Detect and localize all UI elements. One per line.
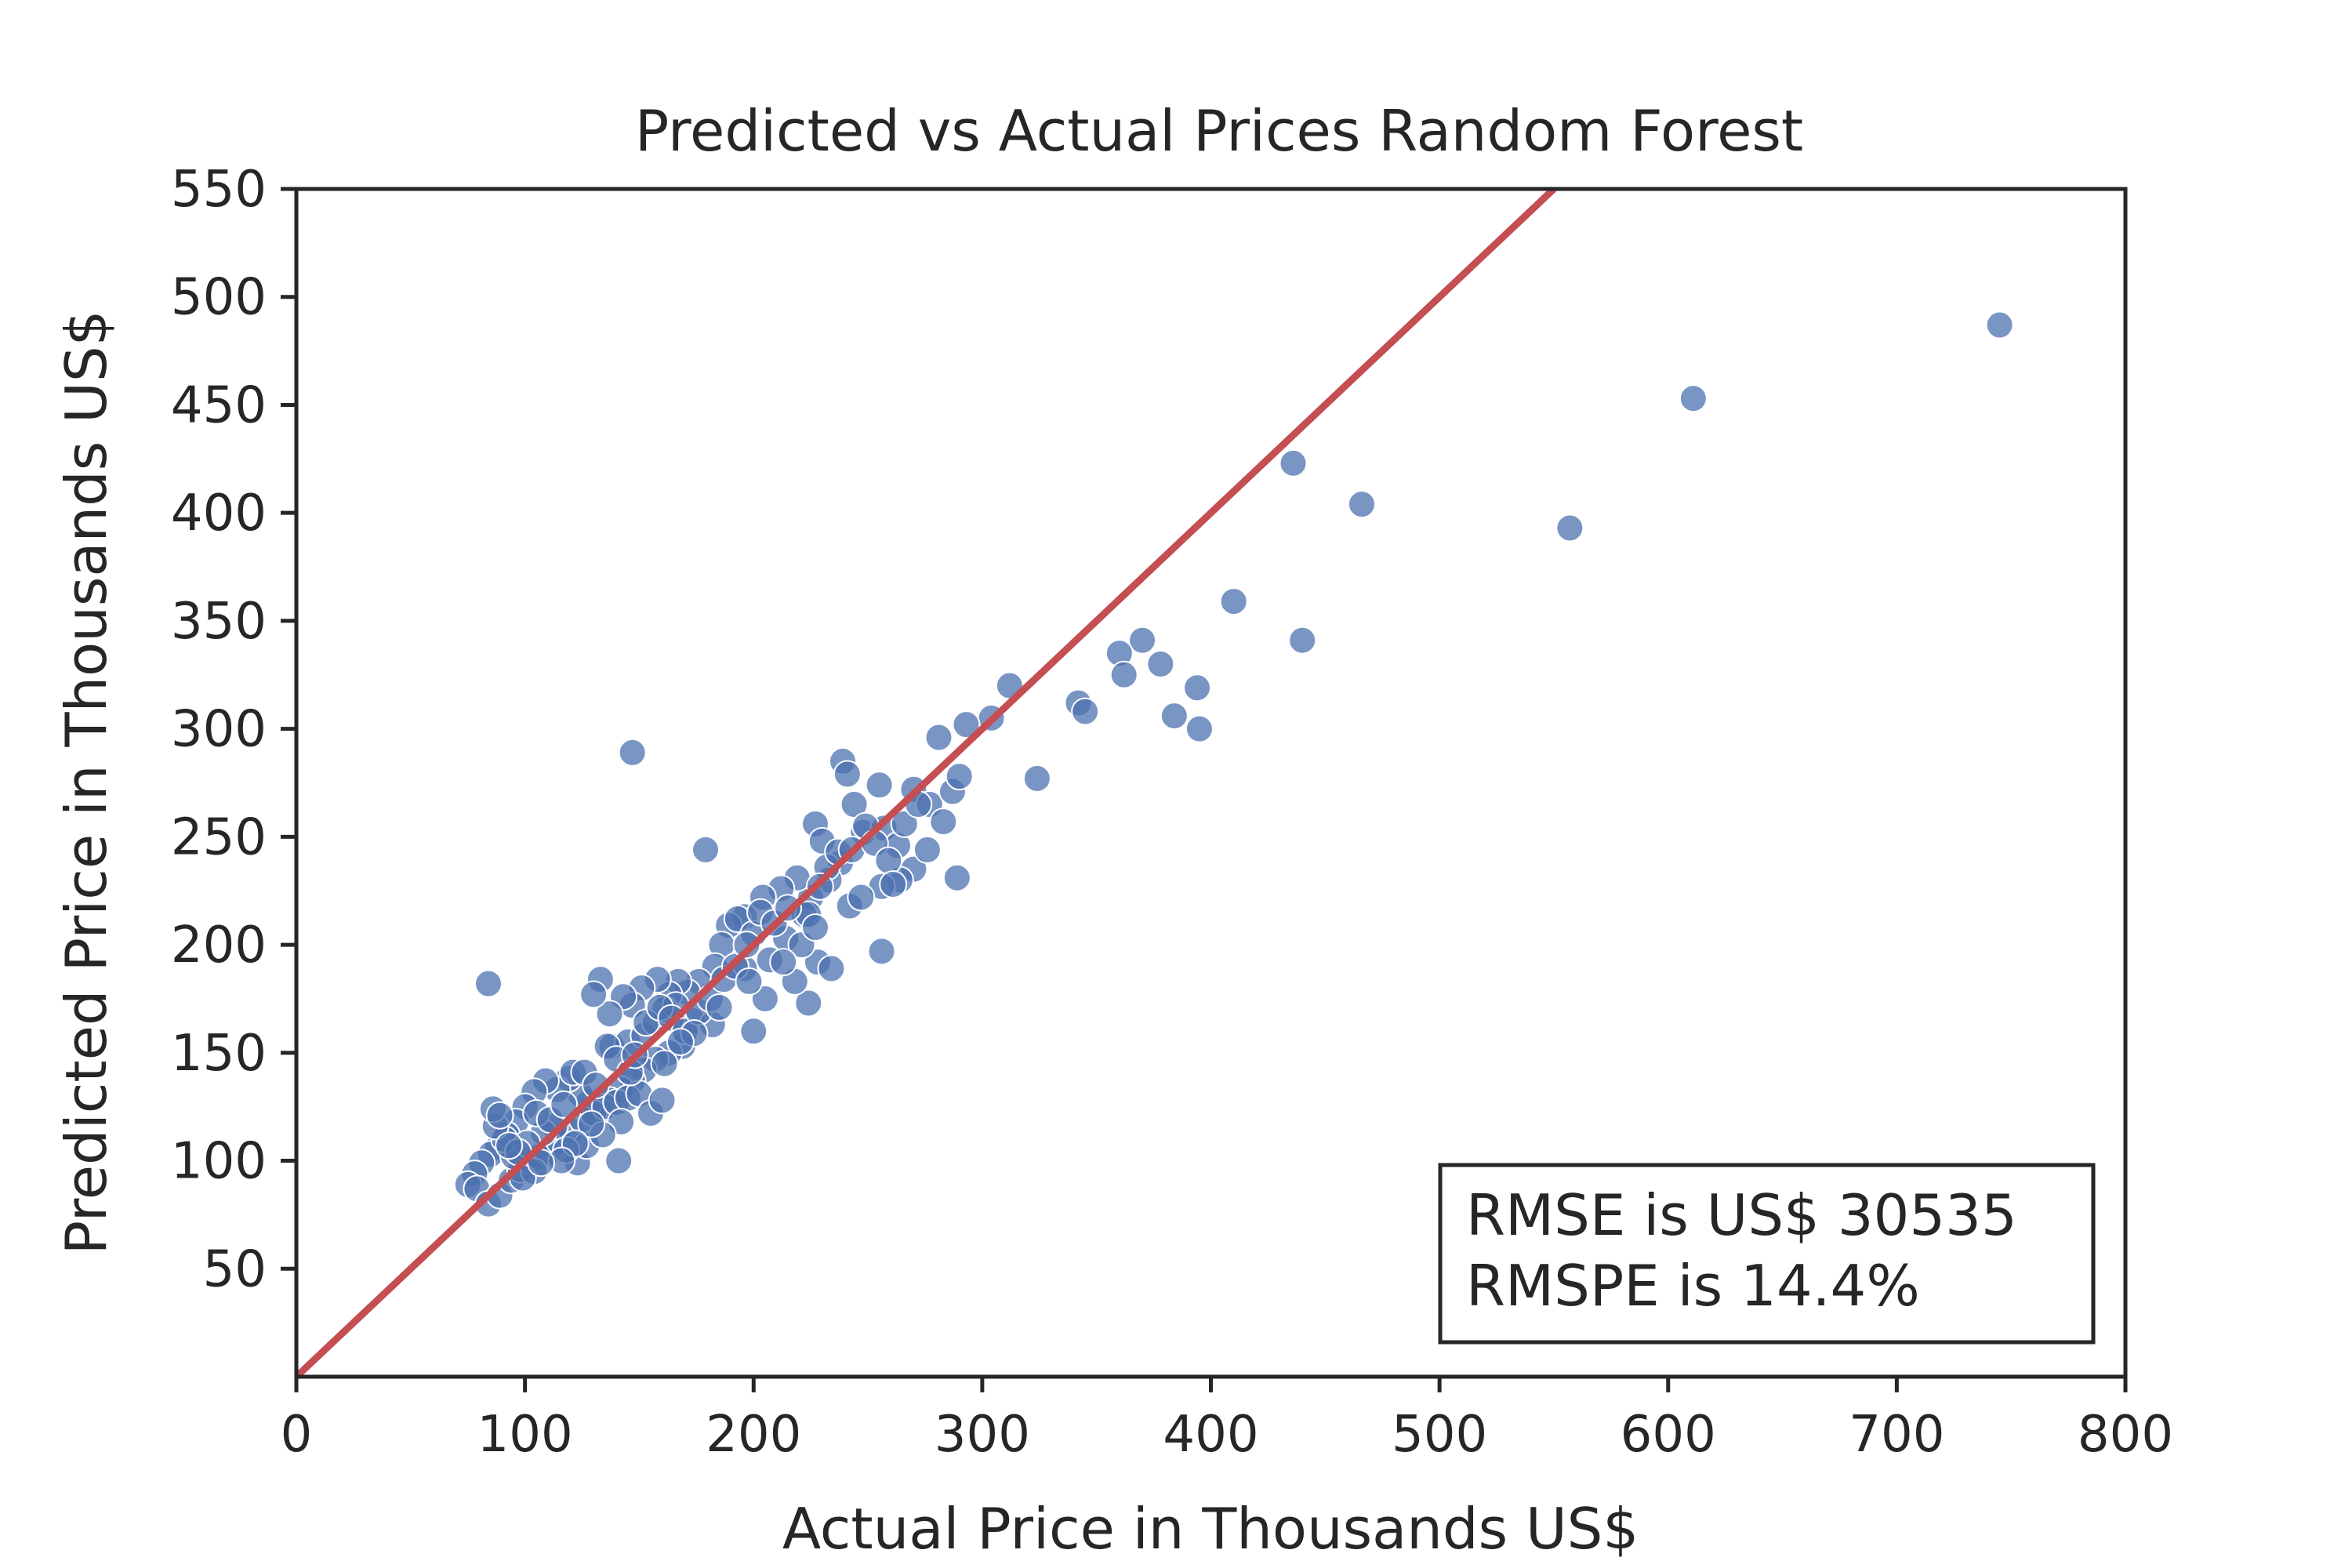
data-point bbox=[1146, 650, 1175, 678]
data-point bbox=[847, 883, 876, 912]
data-point bbox=[495, 1131, 524, 1160]
data-point bbox=[705, 993, 734, 1022]
data-point bbox=[1279, 448, 1308, 477]
stats-box: RMSE is US$ 30535 RMSPE is 14.4% bbox=[1438, 1163, 2096, 1345]
data-point bbox=[735, 967, 764, 996]
data-point bbox=[867, 937, 896, 966]
x-axis-label: Actual Price in Thousands US$ bbox=[782, 1496, 1639, 1562]
x-tick-label: 100 bbox=[477, 1406, 573, 1464]
y-tick-label: 50 bbox=[203, 1240, 267, 1298]
x-axis-ticks: 0 100 200 300 400 500 600 700 800 bbox=[281, 1377, 2173, 1464]
stats-box-frame bbox=[1438, 1163, 2096, 1345]
y-tick-label: 350 bbox=[171, 593, 267, 651]
x-tick-label: 800 bbox=[2078, 1406, 2173, 1464]
data-point bbox=[1347, 490, 1376, 519]
data-point bbox=[1555, 514, 1584, 543]
data-point bbox=[794, 989, 823, 1018]
x-tick-label: 200 bbox=[706, 1406, 801, 1464]
data-point bbox=[942, 863, 971, 892]
data-point bbox=[1183, 673, 1212, 702]
data-point bbox=[1160, 702, 1189, 731]
y-tick-label: 450 bbox=[171, 376, 267, 434]
data-point bbox=[833, 760, 862, 789]
chart-title: Predicted vs Actual Prices Random Forest bbox=[635, 98, 1803, 164]
data-point bbox=[817, 954, 846, 983]
data-point bbox=[874, 846, 903, 875]
data-point bbox=[739, 1017, 768, 1046]
x-tick-label: 500 bbox=[1392, 1406, 1487, 1464]
data-point bbox=[1219, 587, 1248, 616]
x-tick-label: 0 bbox=[281, 1406, 313, 1464]
data-point bbox=[648, 1086, 677, 1115]
data-point bbox=[595, 1000, 624, 1029]
data-point bbox=[945, 762, 974, 791]
x-tick-label: 700 bbox=[1849, 1406, 1944, 1464]
data-point bbox=[865, 771, 894, 800]
data-point bbox=[1109, 660, 1138, 689]
data-point bbox=[650, 1049, 679, 1078]
x-tick-label: 300 bbox=[935, 1406, 1030, 1464]
data-point bbox=[1071, 697, 1100, 726]
y-axis-ticks: 50 100 150 200 250 300 350 400 450 500 550 bbox=[171, 161, 296, 1298]
y-tick-label: 100 bbox=[171, 1133, 267, 1191]
data-point bbox=[691, 835, 720, 864]
y-tick-label: 550 bbox=[171, 161, 267, 219]
data-point bbox=[474, 969, 503, 998]
data-point bbox=[1022, 764, 1051, 793]
rmspe-text: RMSPE is 14.4% bbox=[1466, 1253, 1920, 1319]
data-point bbox=[952, 710, 981, 739]
data-point bbox=[913, 835, 942, 864]
data-point bbox=[890, 809, 919, 838]
data-point bbox=[618, 738, 647, 767]
data-point bbox=[1985, 310, 2014, 339]
data-point bbox=[579, 980, 608, 1009]
y-tick-label: 500 bbox=[171, 269, 267, 327]
data-point bbox=[1679, 384, 1708, 413]
data-point bbox=[577, 1109, 606, 1138]
y-tick-label: 200 bbox=[171, 916, 267, 975]
data-point bbox=[1185, 714, 1214, 743]
data-point bbox=[604, 1146, 633, 1175]
data-point bbox=[1128, 626, 1157, 655]
data-point bbox=[750, 984, 779, 1013]
y-tick-label: 300 bbox=[171, 701, 267, 759]
data-point bbox=[769, 948, 798, 977]
y-axis-label: Predicted Price in Thousands US$ bbox=[53, 310, 119, 1255]
y-tick-label: 150 bbox=[171, 1025, 267, 1083]
x-tick-label: 400 bbox=[1163, 1406, 1258, 1464]
identity-reference-line bbox=[293, 186, 1557, 1380]
data-point bbox=[929, 808, 958, 837]
data-point bbox=[485, 1101, 514, 1130]
data-point bbox=[924, 723, 953, 752]
data-point bbox=[550, 1090, 579, 1119]
y-tick-label: 400 bbox=[171, 485, 267, 543]
data-point bbox=[666, 1028, 695, 1057]
rmse-text: RMSE is US$ 30535 bbox=[1466, 1182, 2017, 1248]
data-point bbox=[800, 913, 829, 942]
x-tick-label: 600 bbox=[1621, 1406, 1716, 1464]
y-tick-label: 250 bbox=[171, 808, 267, 866]
data-point bbox=[1288, 626, 1317, 655]
data-points bbox=[453, 310, 2014, 1218]
data-point bbox=[732, 931, 761, 960]
data-point bbox=[879, 869, 908, 898]
